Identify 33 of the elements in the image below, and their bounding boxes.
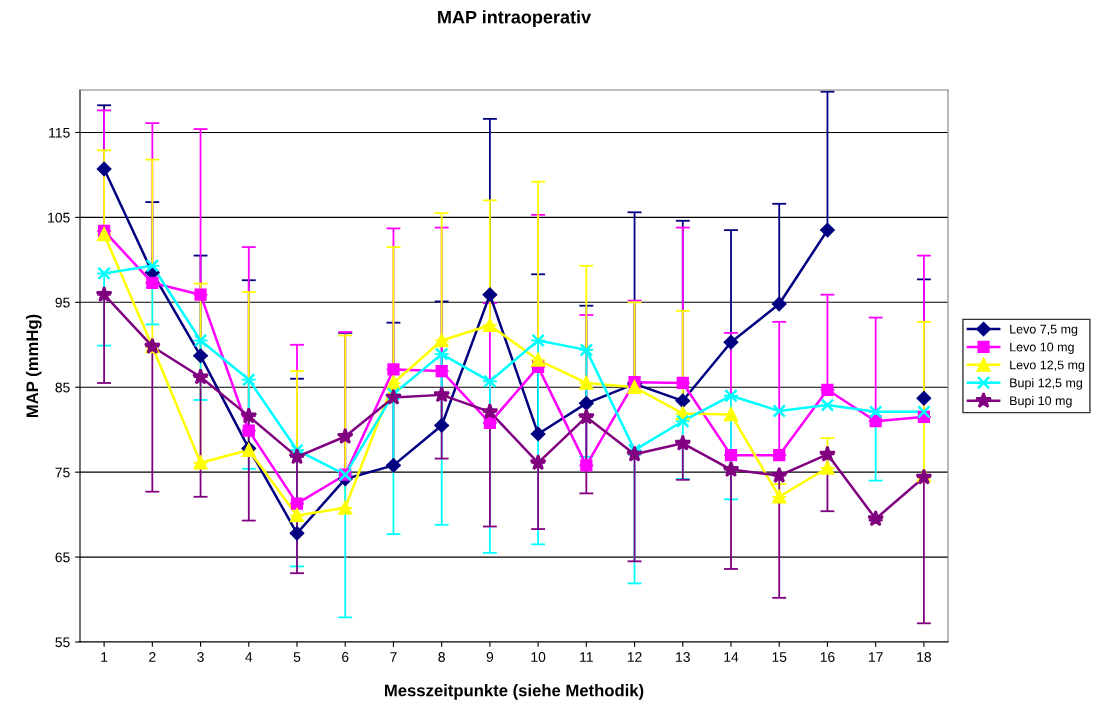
y-tick-label: 115: [49, 127, 70, 138]
x-tick-label: 8: [438, 652, 445, 662]
x-tick-label: 18: [917, 652, 932, 662]
x-tick-label: 13: [676, 652, 690, 662]
y-axis-title: MAP (mmHg): [25, 314, 42, 418]
chart-title: MAP intraoperativ: [438, 10, 592, 28]
y-tick-label: 105: [48, 212, 70, 223]
y-tick-label: 65: [55, 552, 70, 563]
x-tick-label: 4: [245, 652, 253, 662]
x-tick-label: 10: [531, 652, 546, 662]
legend-label: Levo 12,5 mg: [1010, 360, 1085, 372]
x-tick-label: 6: [342, 652, 349, 662]
x-tick-label: 7: [390, 652, 397, 662]
legend-label: Bupi 10 mg: [1010, 395, 1072, 408]
x-tick-label: 12: [627, 652, 642, 662]
legend-label: Levo 10 mg: [1010, 342, 1074, 354]
x-tick-label: 2: [149, 652, 156, 662]
y-tick-label: 85: [55, 382, 70, 393]
x-tick-label: 9: [486, 652, 494, 662]
legend-label: Bupi 12,5 mg: [1010, 378, 1083, 390]
y-tick-label: 95: [55, 297, 70, 308]
x-tick-label: 14: [724, 652, 739, 662]
x-axis-title: Messzeitpunkte (siehe Methodik): [385, 684, 644, 700]
y-tick-label: 75: [55, 467, 70, 478]
y-tick-label: 55: [55, 637, 70, 648]
x-tick-label: 11: [580, 652, 593, 662]
legend-label: Levo 7,5 mg: [1010, 324, 1078, 337]
x-tick-label: 3: [197, 652, 204, 662]
x-tick-label: 5: [293, 652, 301, 662]
x-tick-label: 17: [869, 652, 883, 662]
x-tick-label: 15: [772, 652, 787, 662]
x-tick-label: 1: [101, 652, 108, 662]
x-tick-label: 16: [820, 652, 835, 662]
